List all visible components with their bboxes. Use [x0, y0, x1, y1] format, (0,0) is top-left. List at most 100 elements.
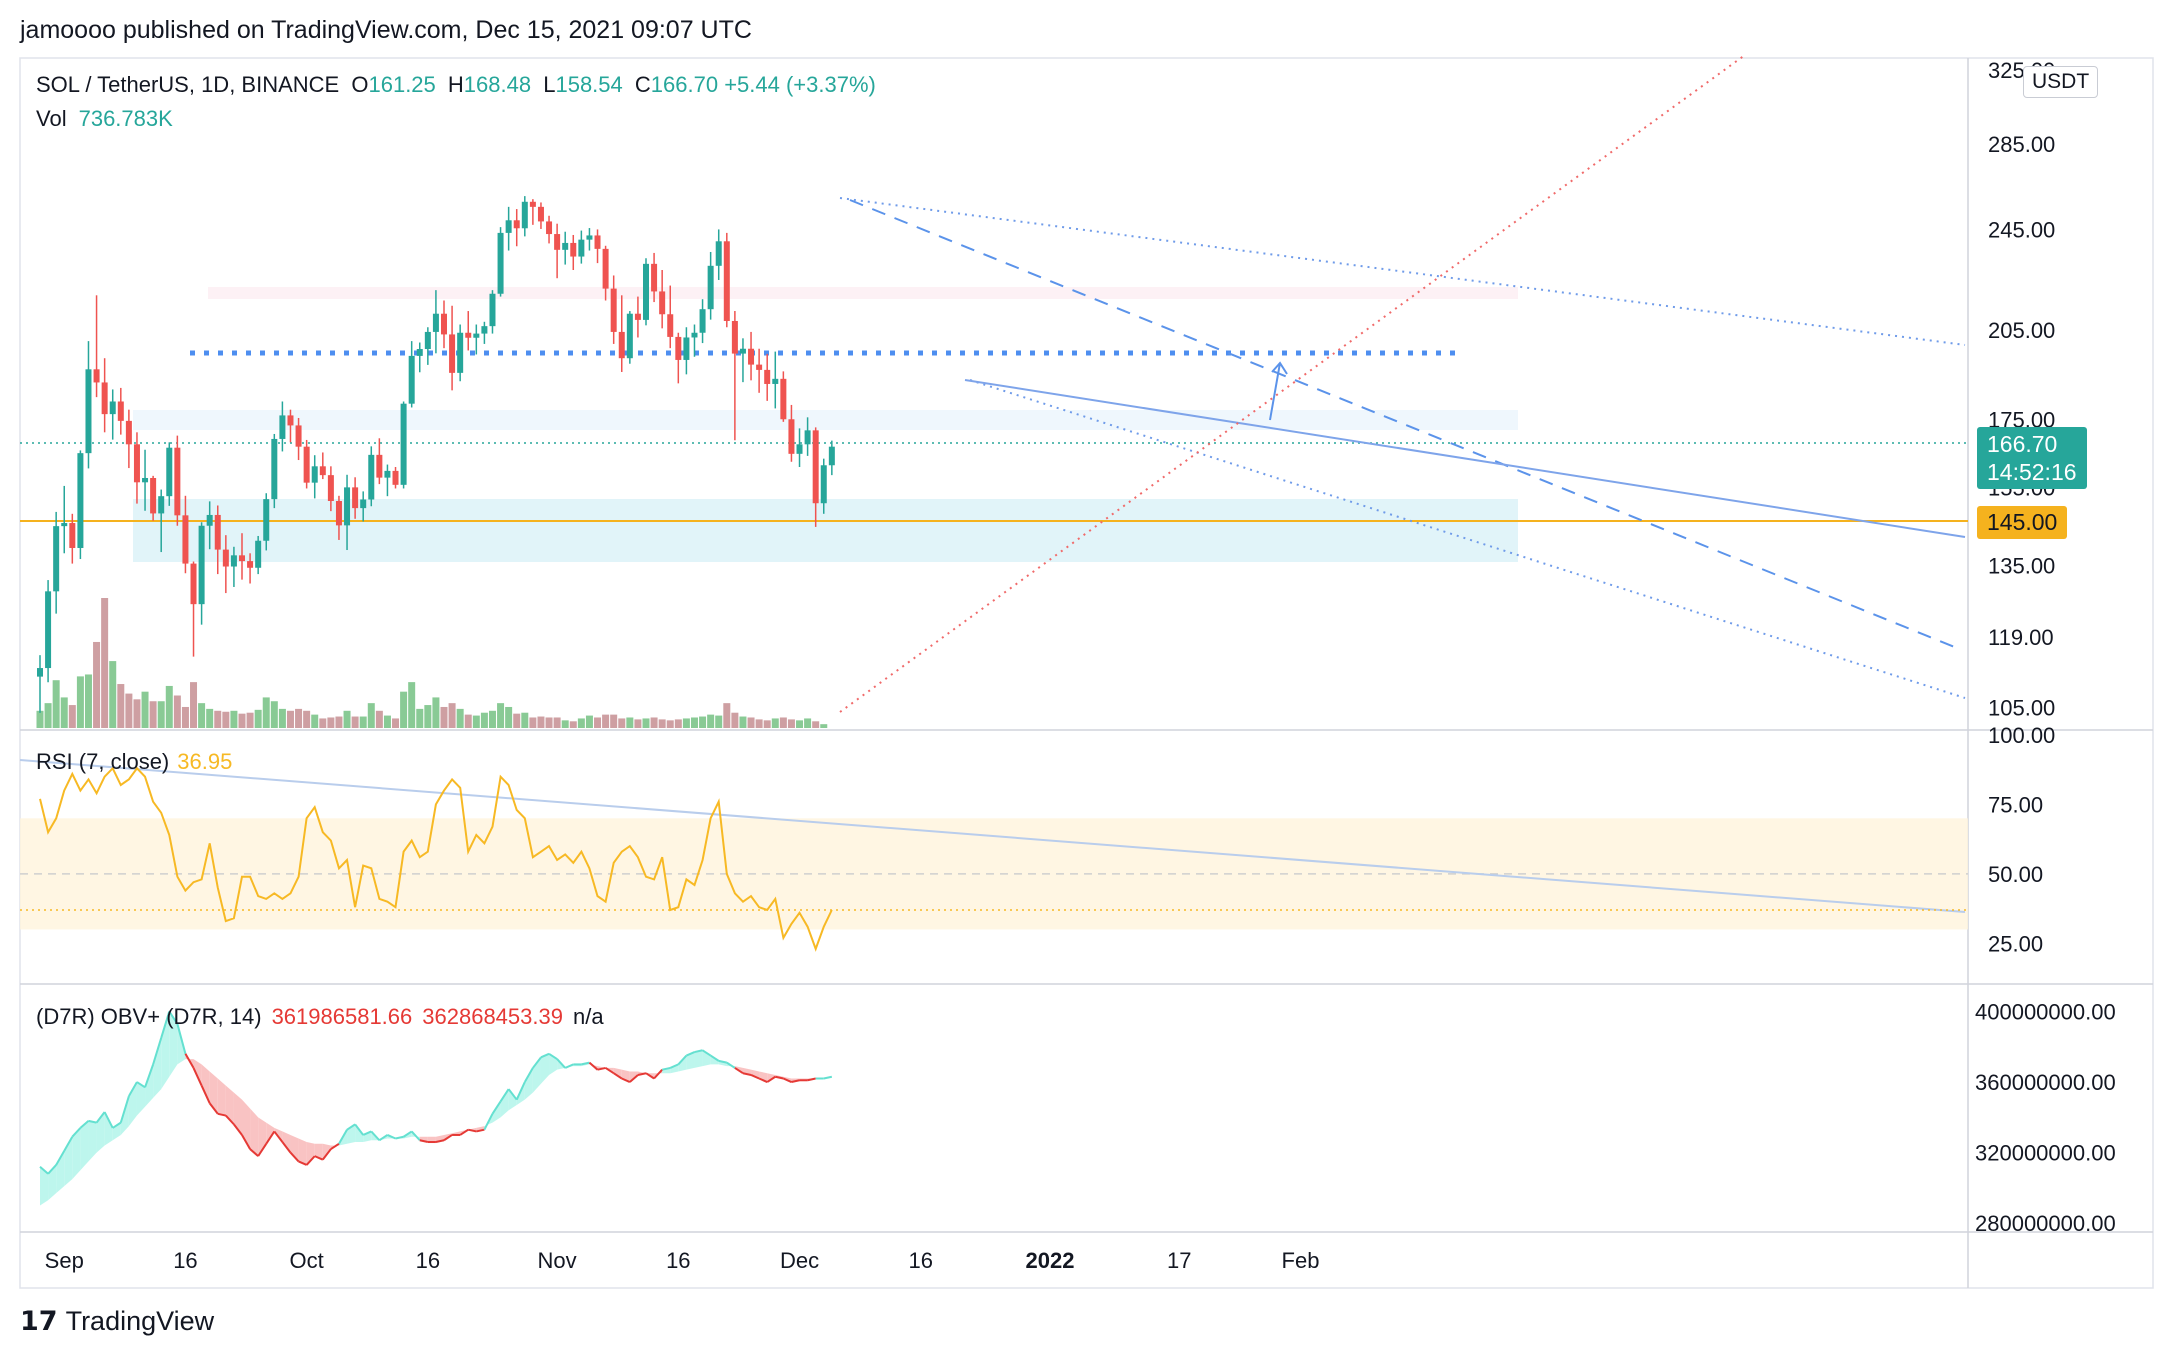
obv-fill-segment — [161, 1011, 170, 1090]
open-value: 161.25 — [368, 72, 436, 97]
obv-line-segment — [241, 1134, 251, 1150]
chart-border — [19, 57, 2154, 1289]
obv-line-segment — [378, 1134, 388, 1142]
obv-line-segment — [782, 1077, 792, 1083]
obv-fill-segment — [40, 1166, 49, 1206]
volume-bar — [270, 701, 278, 728]
volume-bar — [408, 682, 416, 728]
candle-body — [586, 235, 593, 240]
volume-bar — [157, 701, 165, 728]
rsi-tick-label: 100.00 — [1988, 723, 2055, 748]
obv-fill-segment — [540, 1053, 550, 1084]
obv-line-segment — [257, 1143, 268, 1157]
volume-bar — [238, 713, 246, 728]
time-tick-label: 16 — [173, 1248, 197, 1273]
volume-bar — [383, 715, 391, 728]
volume-bar — [594, 717, 602, 728]
candle-body — [796, 444, 803, 454]
obv-line-segment — [605, 1067, 615, 1075]
volume-bar — [763, 720, 771, 728]
obv-line-segment — [499, 1088, 510, 1102]
candle-body — [756, 364, 763, 370]
volume-bar — [359, 716, 367, 728]
obv-tick-label: 320000000.00 — [1975, 1141, 2116, 1166]
obv-line-segment — [581, 1061, 590, 1066]
obv-fill-segment — [298, 1138, 307, 1165]
obv-line-segment — [742, 1072, 752, 1076]
volume-bar — [60, 697, 68, 728]
volume-bars — [36, 598, 828, 728]
obv-line-segment — [669, 1063, 679, 1069]
candle-body — [707, 265, 714, 310]
bar-countdown: 14:52:16 — [1987, 459, 2077, 485]
obv-line-segment — [55, 1150, 66, 1166]
obv-tick-label: 280000000.00 — [1975, 1211, 2116, 1236]
currency-badge[interactable]: USDT — [2023, 66, 2099, 98]
obv-line-segment — [168, 1010, 179, 1025]
obv-line-segment — [718, 1059, 728, 1064]
obv-line-segment — [710, 1054, 720, 1062]
candle-body — [812, 430, 819, 504]
time-tick-label: 16 — [416, 1248, 440, 1273]
candle-body — [788, 419, 795, 454]
candle-body — [602, 248, 609, 289]
obv-line-segment — [249, 1148, 259, 1157]
volume-bar — [488, 710, 496, 728]
volume-bar — [52, 680, 60, 728]
time-tick-label: 16 — [908, 1248, 932, 1273]
obv-line-segment — [750, 1074, 760, 1080]
candle-body — [392, 470, 399, 485]
obv-line-segment — [540, 1052, 550, 1059]
obv-line-segment — [119, 1095, 130, 1123]
time-tick-label: Oct — [290, 1248, 324, 1273]
obv-fill-segment — [145, 1064, 154, 1107]
volume-bar — [246, 712, 254, 728]
candle-body — [739, 348, 746, 354]
obv-line-segment — [273, 1130, 284, 1143]
candle-body — [360, 499, 367, 509]
volume-bar — [36, 710, 44, 728]
obv-line-segment — [629, 1074, 639, 1083]
projection-arrow — [1269, 361, 1288, 421]
obv-line-segment — [47, 1164, 57, 1175]
obv-line-segment — [823, 1075, 833, 1080]
candle-body — [804, 430, 811, 445]
candle-body — [85, 369, 92, 454]
candle-body — [53, 526, 60, 592]
rsi-value: 36.95 — [177, 749, 233, 774]
obv-line-segment — [233, 1123, 243, 1136]
volume-bar — [707, 714, 715, 728]
obv-fill-segment — [355, 1124, 364, 1143]
candle-body — [311, 466, 318, 483]
obv-line-segment — [281, 1141, 292, 1154]
obv-line-segment — [176, 1023, 187, 1055]
volume-bar — [731, 712, 739, 728]
rsi-tick-label: 25.00 — [1988, 931, 2043, 956]
candle-body — [384, 470, 391, 478]
obv-fill-segment — [136, 1082, 146, 1116]
candle-body — [497, 232, 504, 294]
obv-label[interactable]: (D7R) OBV+ (D7R, 14) — [36, 1004, 262, 1029]
obv-fill-segment — [549, 1053, 558, 1075]
obv-axis: 400000000.00 360000000.00 320000000.00 2800… — [1975, 999, 2116, 1236]
candle-body — [828, 446, 835, 466]
symbol-title[interactable]: SOL / TetherUS, 1D, BINANCE — [36, 72, 340, 97]
rsi-label[interactable]: RSI (7, close) — [36, 749, 170, 774]
obv-value-2: 362868453.39 — [422, 1004, 563, 1029]
volume-bar — [537, 716, 545, 728]
candle-body — [820, 465, 827, 504]
volume-bar — [278, 708, 286, 728]
obv-line-segment — [661, 1066, 671, 1071]
candle-body — [570, 242, 577, 257]
obv-line-segment — [613, 1072, 623, 1080]
obv-pane — [39, 1010, 833, 1206]
obv-line-segment — [136, 1081, 146, 1089]
candle-body — [166, 447, 173, 497]
candle-body — [537, 206, 544, 222]
obv-line-segment — [556, 1058, 566, 1069]
volume-bar — [796, 720, 804, 728]
volume-bar — [343, 710, 351, 728]
volume-bar — [585, 715, 593, 728]
high-label: H — [447, 72, 464, 97]
